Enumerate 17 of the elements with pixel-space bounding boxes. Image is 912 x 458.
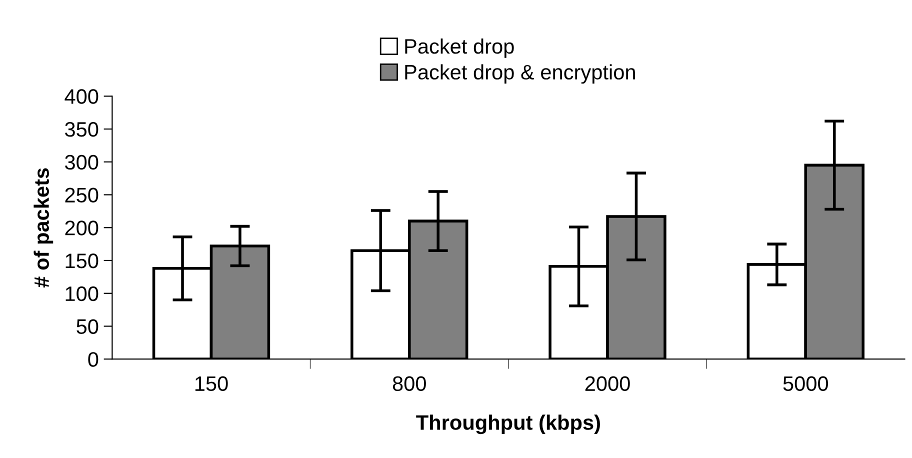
y-tick-label: 50: [76, 319, 98, 334]
y-tick-label: 150: [66, 253, 98, 268]
x-tick-label: 2000: [585, 376, 630, 392]
y-tick-label: 400: [64, 89, 98, 104]
y-tick-label: 200: [65, 220, 98, 236]
x-tick-label: 5000: [783, 376, 828, 392]
x-axis-title: Throughput (kbps): [416, 414, 600, 434]
y-axis-title: # of packets: [34, 168, 54, 288]
y-tick-label: 0: [88, 352, 98, 367]
x-tick-label: 150: [195, 376, 228, 392]
x-tick-label: 800: [392, 376, 426, 392]
legend-label: Packet drop & encryption: [405, 64, 635, 84]
y-tick-label: 100: [66, 286, 98, 302]
y-tick-label: 300: [65, 154, 98, 170]
y-tick-label: 250: [65, 188, 98, 203]
y-tick-label: 350: [65, 122, 98, 137]
legend-label: Packet drop: [405, 38, 514, 58]
